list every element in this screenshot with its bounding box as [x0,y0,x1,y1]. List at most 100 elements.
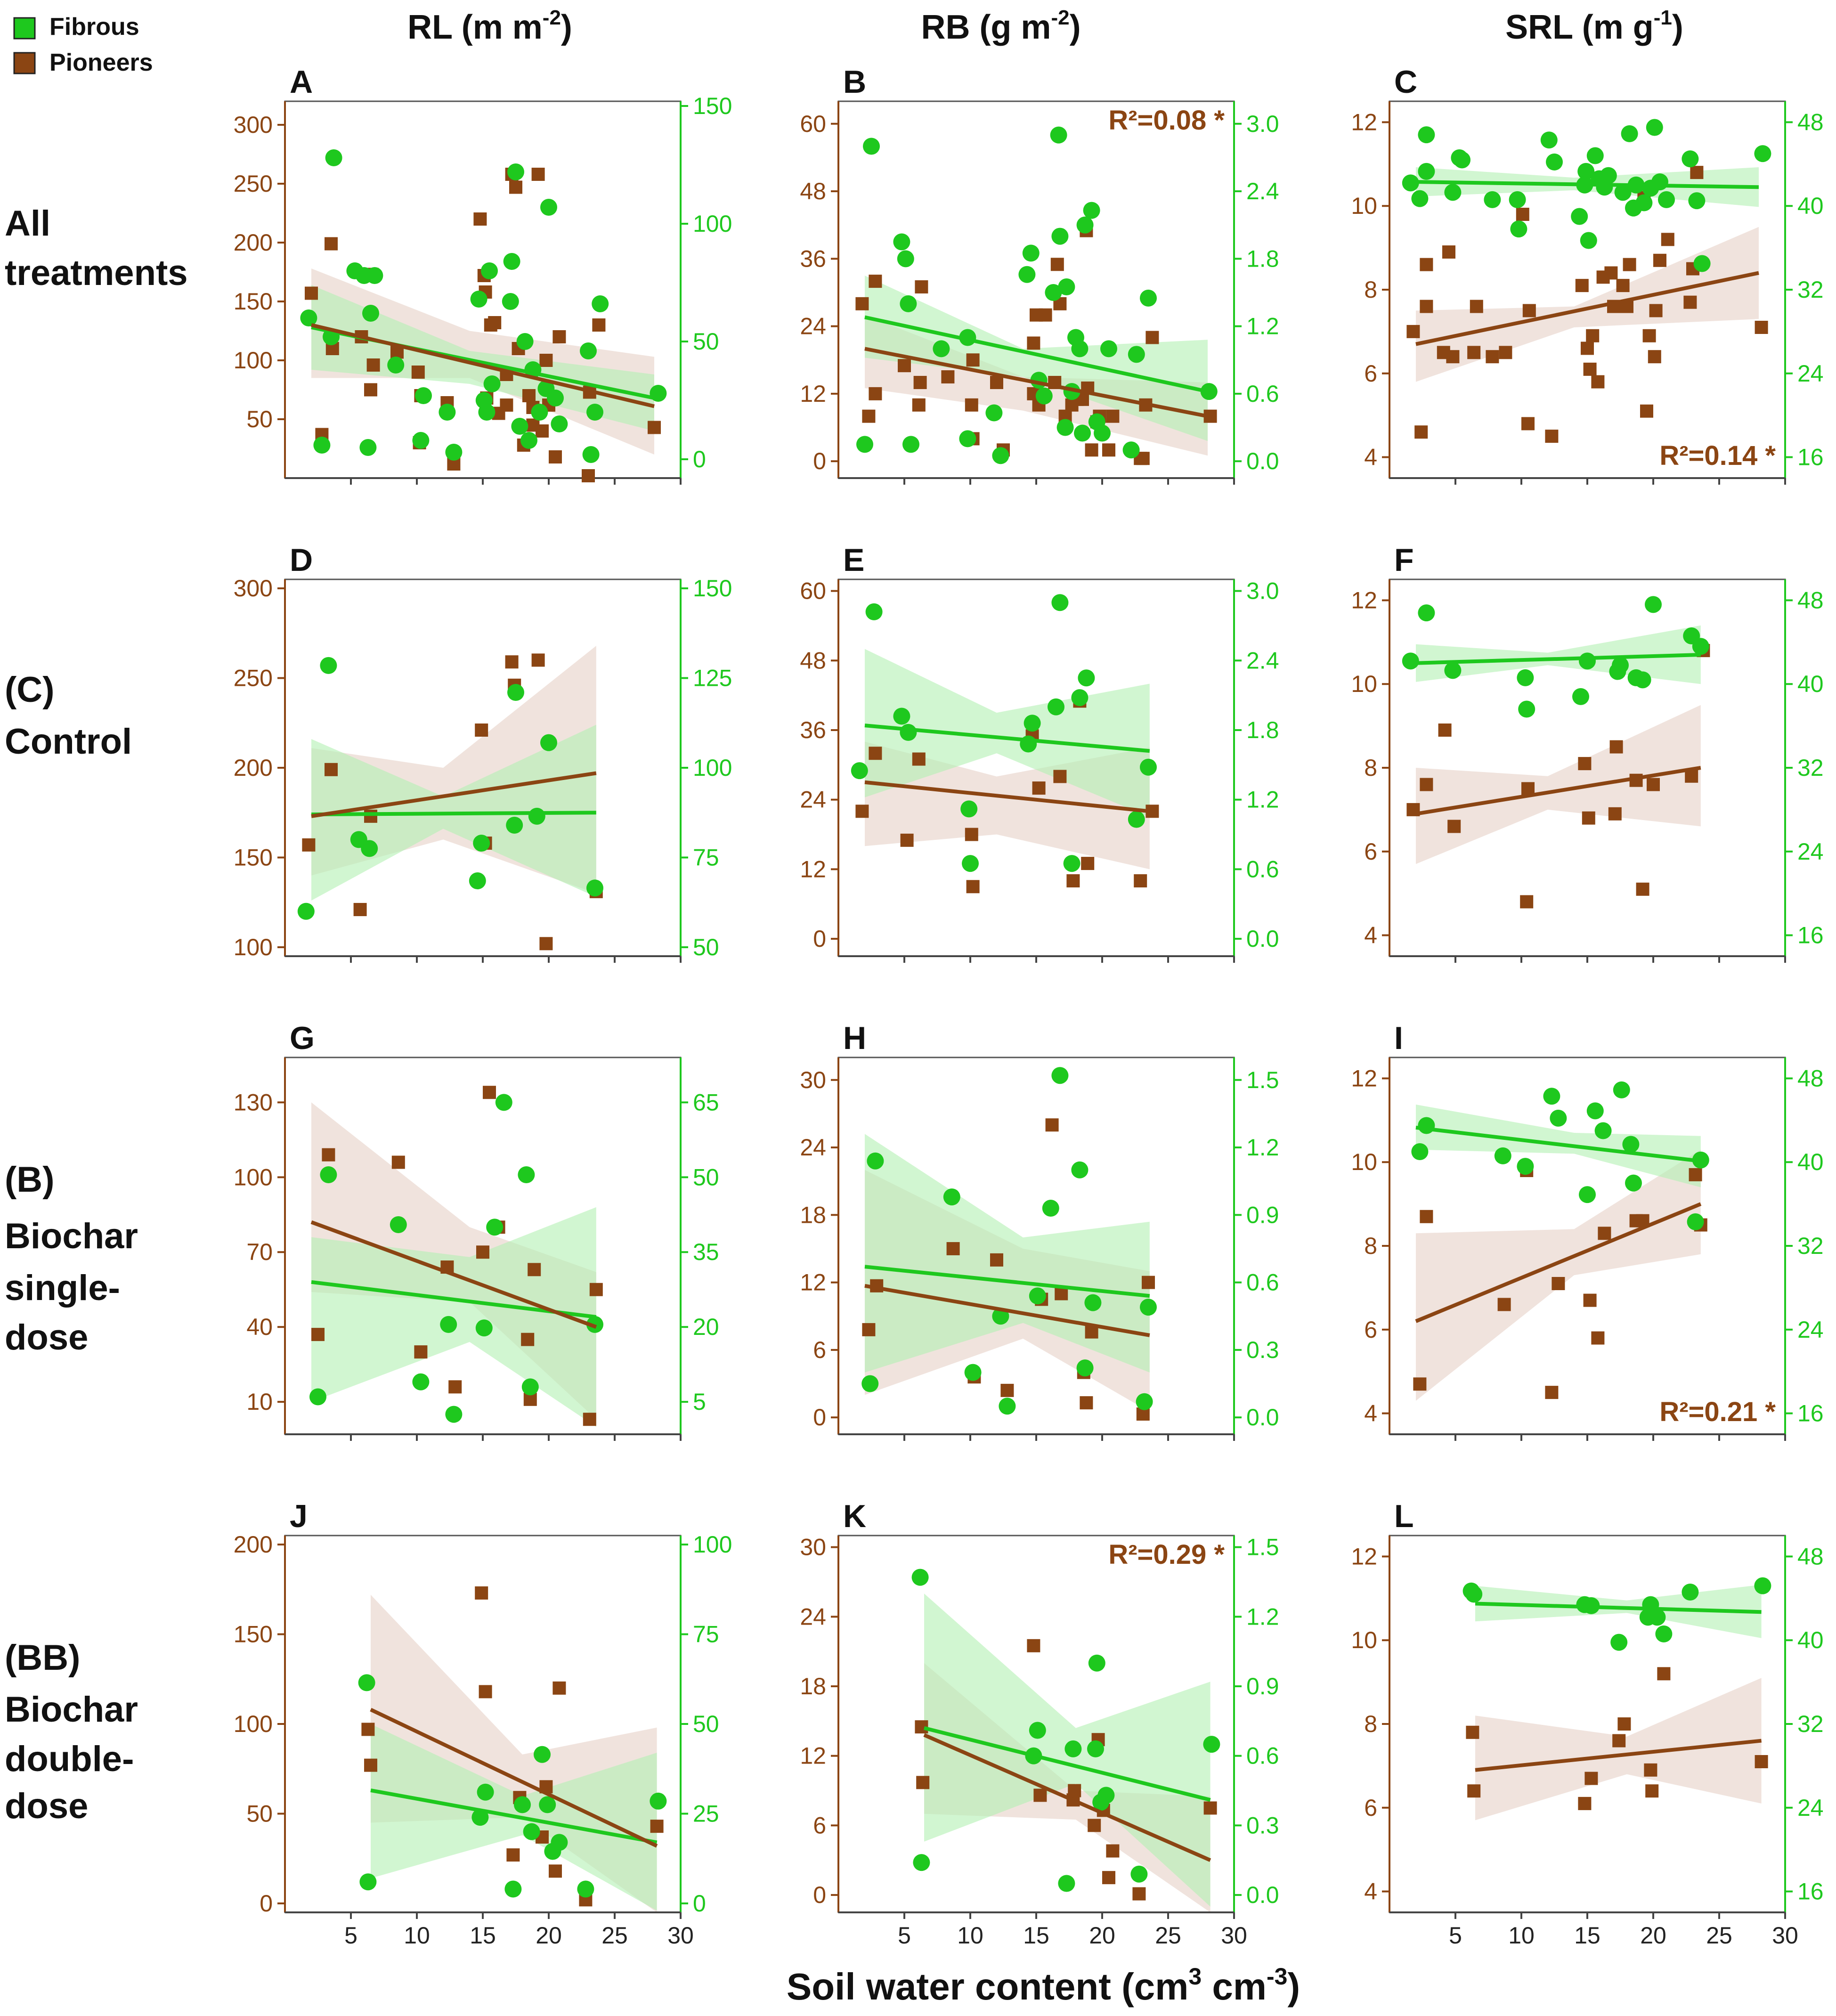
pioneers-fit-line [864,1284,1150,1337]
fibrous-point [580,342,597,359]
pioneers-fit-line [1415,271,1759,346]
fibrous-point [1051,1067,1069,1084]
left-tick-label: 8 [1364,1233,1377,1259]
panel-label-i: I [1394,1020,1403,1056]
fibrous-point [1754,145,1771,163]
pioneers-point [1000,1383,1014,1397]
right-tick-label: 24 [1797,838,1824,865]
pioneers-point [552,330,566,343]
pioneers-point [1649,304,1663,317]
fibrous-point [1140,758,1157,776]
fibrous-point [1645,596,1662,613]
fibrous-point [521,1378,539,1396]
x-tick-label: 30 [1772,1922,1798,1949]
fibrous-point [1572,688,1589,705]
pioneers-point [941,370,955,384]
fibrous-point [1444,184,1462,201]
fibrous-point [439,404,456,421]
fibrous-point [1140,1299,1157,1316]
x-tick-label: 15 [470,1922,496,1949]
pioneers-point [898,359,911,373]
fibrous-fit-line [924,1726,1211,1802]
pioneers-point [1142,1276,1155,1289]
pioneers-point [1545,430,1559,443]
left-tick-label: 30 [800,1067,826,1093]
pioneers-point [1657,1667,1671,1681]
pioneers-point [1583,362,1597,376]
pioneers-point [1617,1717,1631,1731]
pioneers-point [990,376,1003,390]
panels: 50100150200250300050100150A012243648600.… [234,64,1824,1949]
pioneers-point [1604,266,1618,280]
right-tick-label: 2.4 [1246,647,1279,674]
fibrous-point [1071,689,1089,707]
pioneers-point [1106,1844,1120,1858]
pioneers-point [1467,1784,1481,1798]
fibrous-point [1122,441,1140,459]
pioneers-point [531,168,545,181]
fibrous-point [528,807,545,825]
legend-pioneers-swatch [13,52,36,74]
panel-c: 4 6 8 10 12 16 24 32 40 48 C R²=0.14 * [1351,64,1824,485]
fibrous-point [1594,1122,1612,1139]
fibrous-point [1494,1147,1511,1164]
x-tick-label: 5 [344,1922,357,1949]
right-tick-label: 0.6 [1246,856,1279,882]
pioneers-point [488,316,502,329]
fibrous-point [1622,1136,1640,1153]
left-tick-label: 8 [1364,276,1377,303]
fibrous-point [523,1823,540,1840]
fibrous-point [1128,811,1145,828]
fibrous-point [477,1783,494,1801]
fibrous-point [1682,1584,1699,1601]
pioneers-point [1647,778,1660,791]
fibrous-point [1140,289,1157,307]
fibrous-point [1029,1722,1046,1739]
panel-label-j: J [290,1498,308,1534]
pioneers-point [1520,895,1534,909]
fibrous-point [507,684,524,701]
pioneers-point [1612,1734,1626,1748]
left-tick-label: 6 [1364,360,1377,387]
fibrous-point [1621,125,1638,142]
fibrous-point [412,1373,430,1390]
left-tick-label: 0 [260,1890,273,1917]
left-tick-label: 0 [813,448,826,474]
left-tick-label: 10 [246,1389,273,1415]
x-tick-label: 20 [1640,1922,1666,1949]
fibrous-point [551,415,568,432]
right-tick-label: 32 [1797,1711,1824,1737]
fibrous-point [1688,192,1706,210]
fibrous-point [1078,669,1095,687]
left-tick-label: 0 [813,1882,826,1908]
pioneers-point [1755,1755,1768,1768]
fibrous-point [851,762,868,780]
pioneers-point [990,1253,1003,1267]
pioneers-point [1414,425,1428,439]
right-tick-label: 0.9 [1246,1673,1279,1699]
fibrous-point [1411,190,1429,207]
fibrous-point [1540,131,1558,149]
panel-g: 10 40 70 100 130 5 20 35 50 65 G [234,1020,719,1441]
fibrous-point [511,418,528,435]
fibrous-point [893,233,910,251]
right-tick-label: 32 [1797,276,1824,303]
fibrous-point [1045,284,1062,301]
fibrous-point [1571,208,1588,225]
left-tick-label: 24 [800,1134,826,1161]
pioneers-fit-line [311,771,597,818]
right-tick-label: 40 [1797,1149,1824,1175]
left-tick-label: 60 [800,111,826,137]
pioneers-point [475,1586,488,1600]
fibrous-point [1136,1393,1153,1410]
legend-fibrous-swatch [13,17,36,40]
pioneers-point [1755,321,1768,334]
fibrous-point [1693,255,1711,272]
left-tick-label: 0 [813,1404,826,1431]
pioneers-point [305,286,318,300]
pioneers-fit-line [370,1707,658,1848]
fibrous-point [1042,1200,1059,1217]
pioneers-point [302,838,316,852]
fibrous-point [551,1834,568,1851]
fibrous-point [1625,1174,1642,1192]
